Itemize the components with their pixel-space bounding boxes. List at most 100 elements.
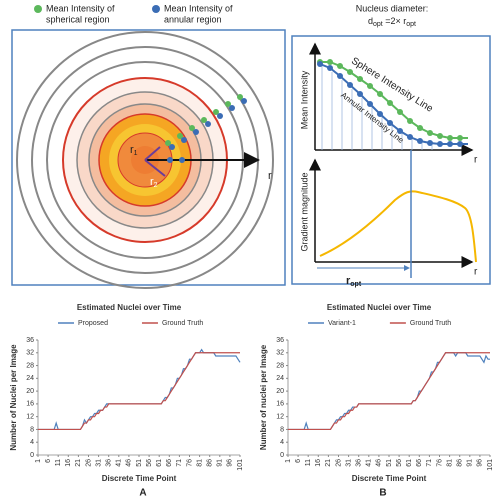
x-tick-label: 91: [217, 459, 224, 467]
r1-line: [144, 146, 161, 161]
r-label: r: [474, 267, 478, 278]
legend-text: Mean Intensity of: [46, 3, 115, 13]
x-tick-label: 6: [45, 459, 52, 463]
y-tick-label: 24: [26, 375, 34, 382]
x-tick-label: 16: [315, 459, 322, 467]
y-axis-label: Number of Nuclei per Image: [9, 344, 18, 451]
gradient-label: Gradient magnitude: [299, 172, 309, 251]
x-tick-label: 56: [396, 459, 403, 467]
x-tick-label: 1: [285, 459, 292, 463]
series-line: [288, 352, 490, 431]
annular-dots: [317, 61, 463, 147]
x-tick-label: 56: [146, 459, 153, 467]
formula-part: d: [368, 16, 373, 26]
x-tick-label: 51: [136, 459, 143, 467]
y-tick-label: 8: [280, 426, 284, 433]
x-tick-label: 86: [207, 459, 214, 467]
x-tick-label: 81: [446, 459, 453, 467]
x-axis-label: Discrete Time Point: [352, 474, 427, 483]
x-tick-label: 71: [426, 459, 433, 467]
panel: [291, 35, 491, 285]
y-tick-label: 28: [276, 362, 284, 369]
y-tick-label: 8: [30, 426, 34, 433]
sphere-dots: [317, 59, 463, 141]
y-tick-label: 28: [26, 362, 34, 369]
legend-dot: [34, 5, 42, 13]
x-tick-label: 1: [35, 459, 42, 463]
caption: B: [379, 488, 386, 499]
x-axis-label: Discrete Time Point: [102, 474, 177, 483]
mean-intensity-label: Mean Intensity: [299, 70, 309, 129]
y-tick-label: 12: [26, 414, 34, 421]
x-tick-label: 66: [416, 459, 423, 467]
x-tick-label: 96: [477, 459, 484, 467]
formula: dopt =2× ropt: [368, 16, 416, 27]
x-tick-label: 31: [345, 459, 352, 467]
x-tick-label: 76: [436, 459, 443, 467]
x-tick-label: 61: [406, 459, 413, 467]
x-tick-label: 31: [95, 459, 102, 467]
x-tick-label: 101: [487, 459, 494, 471]
x-tick-label: 6: [295, 459, 302, 463]
label-base: r: [130, 144, 134, 156]
chart-title: Estimated Nuclei over Time: [327, 303, 432, 312]
y-tick-label: 36: [276, 337, 284, 344]
y-tick-label: 32: [276, 350, 284, 357]
legend-dot: [152, 5, 160, 13]
annular-curve: [319, 63, 468, 145]
x-tick-label: 76: [186, 459, 193, 467]
x-tick-label: 46: [126, 459, 133, 467]
label-sub: 2: [154, 182, 158, 189]
series-line: [38, 348, 241, 431]
legend-text: Mean Intensity of: [164, 3, 233, 13]
y-axis-label: Number of nuclei per Image: [259, 344, 268, 450]
x-tick-label: 41: [366, 459, 373, 467]
formula-part: =2× r: [383, 16, 407, 26]
legend-label: Variant-1: [328, 320, 356, 327]
x-tick-label: 91: [467, 459, 474, 467]
sample-dots: [165, 94, 247, 163]
x-tick-label: 21: [325, 459, 332, 467]
x-tick-label: 41: [116, 459, 123, 467]
y-tick-label: 0: [30, 452, 34, 459]
r2-label: r2: [150, 176, 158, 189]
y-tick-label: 16: [276, 401, 284, 408]
x-tick-label: 26: [335, 459, 342, 467]
label-base: r: [346, 275, 351, 287]
legend-text: spherical region: [46, 14, 110, 24]
x-tick-label: 96: [227, 459, 234, 467]
label-sub: 1: [134, 150, 138, 157]
y-tick-label: 0: [280, 452, 284, 459]
x-tick-label: 81: [196, 459, 203, 467]
legend-label: Proposed: [78, 320, 108, 327]
legend-label: Ground Truth: [162, 320, 203, 327]
label-sub: opt: [350, 281, 362, 288]
x-tick-label: 86: [457, 459, 464, 467]
y-tick-label: 4: [280, 439, 284, 446]
label-base: r: [150, 176, 154, 188]
chart-title: Estimated Nuclei over Time: [77, 303, 182, 312]
gradient-curve: [319, 190, 477, 263]
legend-text: annular region: [164, 14, 222, 24]
y-tick-label: 12: [276, 414, 284, 421]
nucleus-label: Nucleus diameter:: [356, 3, 429, 13]
x-tick-label: 61: [156, 459, 163, 467]
x-tick-label: 71: [176, 459, 183, 467]
x-tick-label: 46: [376, 459, 383, 467]
r2-line: [144, 159, 166, 177]
x-tick-label: 11: [55, 459, 62, 466]
r1-label: r1: [130, 144, 138, 157]
formula-sub: opt: [373, 21, 383, 28]
x-tick-label: 21: [75, 459, 82, 467]
x-tick-label: 66: [166, 459, 173, 467]
x-tick-label: 16: [65, 459, 72, 467]
sphere-curve: [320, 61, 468, 139]
r-opt-label: ropt: [346, 275, 362, 288]
legend-label: Ground Truth: [410, 320, 451, 327]
x-tick-label: 101: [237, 459, 244, 471]
series-line: [288, 352, 490, 431]
formula-sub: opt: [406, 21, 416, 28]
y-tick-label: 20: [26, 388, 34, 395]
